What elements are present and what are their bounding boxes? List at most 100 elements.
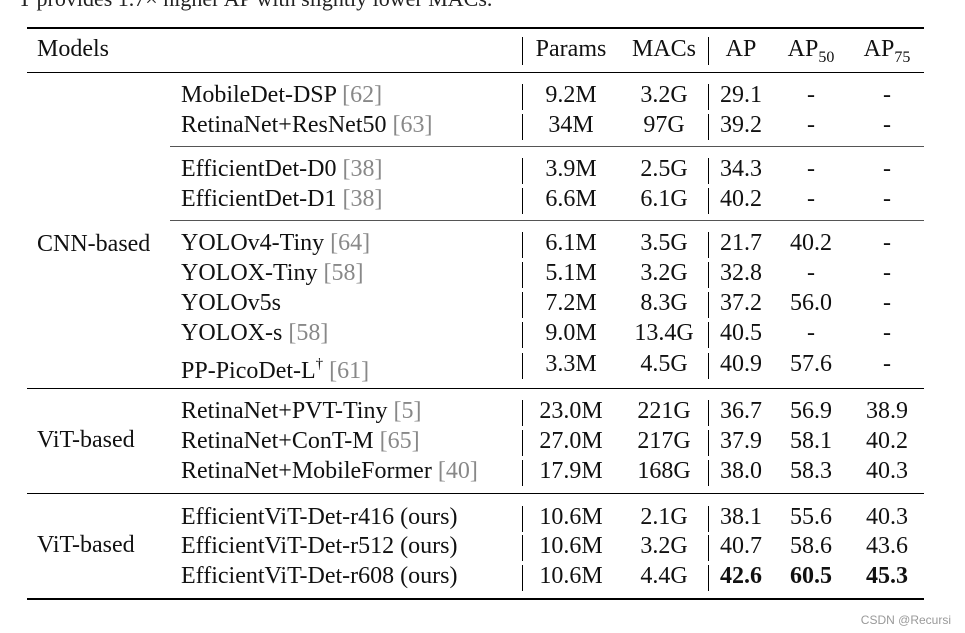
separator-macs-ap	[708, 84, 709, 110]
model-name-text: RetinaNet+ResNet50	[181, 112, 387, 138]
cell-ap50: -	[807, 112, 815, 138]
separator-macs-ap	[708, 535, 709, 561]
cell-params: 10.6M	[539, 504, 603, 530]
separator-models-params	[522, 565, 523, 591]
citation-link[interactable]: [40]	[437, 458, 478, 484]
cell-params: 34M	[548, 112, 594, 138]
separator-models-params	[522, 535, 523, 561]
cell-macs: 3.2G	[640, 82, 688, 108]
citation-link[interactable]: [58]	[323, 260, 364, 286]
separator-models-params	[522, 353, 523, 379]
separator-models-params	[522, 188, 523, 214]
separator-macs-ap	[708, 506, 709, 532]
cell-ap: 42.6	[720, 563, 762, 589]
cell-ap: 39.2	[720, 112, 762, 138]
cell-params: 9.2M	[545, 82, 597, 108]
citation-link[interactable]: [63]	[392, 112, 433, 138]
citation-link[interactable]: [38]	[342, 156, 383, 182]
watermark: CSDN @Recursi	[860, 613, 951, 627]
cell-params: 23.0M	[539, 398, 603, 424]
cell-ap50: -	[807, 260, 815, 286]
citation-link[interactable]: [5]	[393, 398, 422, 424]
model-name: EfficientDet-D0 [38]	[181, 155, 382, 183]
model-name: YOLOv5s	[181, 289, 281, 317]
cell-params: 9.0M	[545, 320, 597, 346]
cell-ap75: -	[883, 230, 891, 256]
cell-ap50: 40.2	[790, 230, 832, 256]
cell-macs: 4.5G	[640, 351, 688, 377]
separator-models-params	[522, 322, 523, 348]
cell-ap75: -	[883, 156, 891, 182]
group-label-cnn: CNN-based	[37, 231, 151, 257]
cell-macs: 8.3G	[640, 290, 688, 316]
header-ap75-sub: 75	[894, 49, 911, 66]
cell-params: 10.6M	[539, 533, 603, 559]
cell-macs: 2.5G	[640, 156, 688, 182]
model-name-text: YOLOX-s	[181, 320, 283, 346]
cell-macs: 4.4G	[640, 563, 688, 589]
citation-link[interactable]: [64]	[330, 230, 371, 256]
cell-params: 6.6M	[545, 186, 597, 212]
citation-link[interactable]: [61]	[329, 358, 370, 384]
model-name-text: RetinaNet+MobileFormer	[181, 458, 432, 484]
header-models: Models	[37, 36, 109, 62]
cell-params: 3.9M	[545, 156, 597, 182]
cell-ap: 32.8	[720, 260, 762, 286]
group-rule-1	[27, 388, 924, 389]
separator-models-params	[522, 114, 523, 140]
separator-models-params	[522, 430, 523, 456]
group-label-vit-1: ViT-based	[37, 427, 135, 453]
cell-macs: 3.5G	[640, 230, 688, 256]
cell-ap75: 40.3	[866, 504, 908, 530]
separator-macs-ap	[708, 158, 709, 184]
cell-ap: 38.0	[720, 458, 762, 484]
header-ap75-base: AP	[863, 36, 895, 62]
cell-ap50: 56.0	[790, 290, 832, 316]
model-name: RetinaNet+PVT-Tiny [5]	[181, 397, 421, 425]
cell-ap75: 40.3	[866, 458, 908, 484]
separator-macs-ap	[708, 188, 709, 214]
cell-ap50: -	[807, 156, 815, 182]
cell-ap75: 43.6	[866, 533, 908, 559]
model-name: YOLOX-s [58]	[181, 319, 328, 347]
model-name: YOLOv4-Tiny [64]	[181, 229, 370, 257]
cell-ap75: -	[883, 320, 891, 346]
separator-macs-ap	[708, 565, 709, 591]
header-ap: AP	[725, 36, 757, 62]
separator-macs-ap	[708, 114, 709, 140]
cell-params: 17.9M	[539, 458, 603, 484]
separator-models-params	[522, 84, 523, 110]
cell-ap: 37.2	[720, 290, 762, 316]
cell-ap: 29.1	[720, 82, 762, 108]
model-name-text: EfficientViT-Det-r608 (ours)	[181, 563, 458, 589]
cell-params: 6.1M	[545, 230, 597, 256]
separator-models-params	[522, 232, 523, 258]
citation-link[interactable]: [62]	[342, 82, 383, 108]
cell-ap: 40.5	[720, 320, 762, 346]
cell-ap50: 60.5	[790, 563, 832, 589]
model-name: EfficientViT-Det-r512 (ours)	[181, 532, 457, 560]
cell-ap75: 38.9	[866, 398, 908, 424]
cell-macs: 3.2G	[640, 260, 688, 286]
cell-ap75: -	[883, 82, 891, 108]
cell-macs: 2.1G	[640, 504, 688, 530]
separator-models-params	[522, 292, 523, 318]
citation-link[interactable]: [38]	[342, 186, 383, 212]
model-name-text: YOLOv5s	[181, 290, 281, 316]
model-name-text: EfficientDet-D1	[181, 186, 337, 212]
citation-link[interactable]: [58]	[288, 320, 329, 346]
subgroup-rule-2	[170, 220, 924, 221]
cell-ap50: 58.3	[790, 458, 832, 484]
cell-macs: 168G	[637, 458, 691, 484]
citation-link[interactable]: [65]	[379, 428, 420, 454]
header-ap50-sub: 50	[818, 49, 835, 66]
model-name: YOLOX-Tiny [58]	[181, 259, 363, 287]
cell-macs: 221G	[637, 398, 691, 424]
cell-ap75: 45.3	[866, 563, 908, 589]
cell-ap50: 58.1	[790, 428, 832, 454]
separator-macs-ap	[708, 353, 709, 379]
group-label-vit-2: ViT-based	[37, 532, 135, 558]
model-name-text: EfficientViT-Det-r512 (ours)	[181, 533, 458, 559]
cell-macs: 217G	[637, 428, 691, 454]
separator-macs-ap	[708, 292, 709, 318]
